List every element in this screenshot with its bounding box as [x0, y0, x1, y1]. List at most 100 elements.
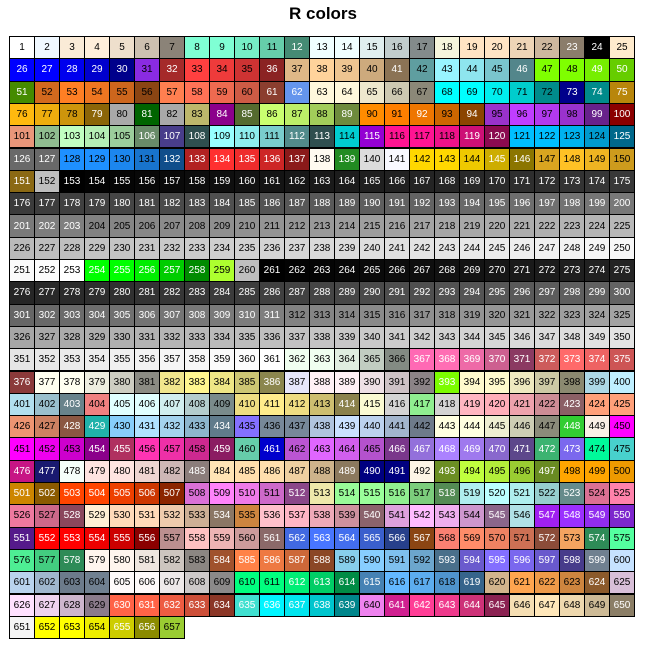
color-cell: 461 — [259, 437, 285, 461]
color-cell: 628 — [59, 593, 85, 617]
color-cell: 644 — [459, 593, 485, 617]
color-cell: 58 — [184, 80, 210, 104]
color-cell: 298 — [559, 281, 585, 305]
color-cell: 480 — [109, 459, 135, 483]
color-cell: 3 — [59, 36, 85, 60]
color-cell: 406 — [134, 392, 160, 417]
color-cell: 185 — [234, 192, 260, 216]
color-cell: 376 — [9, 370, 35, 394]
color-cell: 347 — [534, 325, 560, 350]
color-cell: 387 — [284, 370, 310, 394]
color-cell: 110 — [234, 125, 260, 149]
color-cell: 258 — [184, 259, 210, 283]
color-cell: 199 — [584, 192, 610, 216]
color-cell: 608 — [184, 571, 210, 595]
color-cell: 333 — [184, 325, 210, 350]
color-cell: 322 — [534, 303, 560, 327]
color-cell: 50 — [609, 58, 635, 82]
color-cell: 417 — [409, 392, 435, 417]
color-cell: 44 — [459, 58, 485, 82]
color-cell: 205 — [109, 214, 135, 238]
color-cell: 234 — [209, 236, 235, 260]
color-grid: 1 2 3 4 5 6 7 8 9 10 11 12 13 14 15 16 17 18 19 20 21 22 23 24 2… — [9, 36, 635, 640]
color-cell: 385 — [234, 370, 260, 394]
color-cell: 647 — [534, 593, 560, 617]
color-cell: 294 — [459, 281, 485, 305]
color-cell: 435 — [234, 415, 260, 439]
color-cell: 155 — [109, 169, 135, 194]
color-cell: 531 — [134, 504, 160, 528]
color-cell: 476 — [9, 459, 35, 483]
color-cell: 334 — [209, 325, 235, 350]
color-cell: 586 — [259, 548, 285, 573]
color-cell: 195 — [484, 192, 510, 216]
color-cell: 436 — [259, 415, 285, 439]
color-cell: 600 — [609, 548, 635, 573]
color-cell: 485 — [234, 459, 260, 483]
color-cell: 200 — [609, 192, 635, 216]
color-cell: 122 — [534, 125, 560, 149]
color-cell: 92 — [409, 102, 435, 127]
color-cell: 587 — [284, 548, 310, 573]
color-cell: 362 — [284, 348, 310, 372]
color-cell: 96 — [509, 102, 535, 127]
color-cell: 277 — [34, 281, 60, 305]
color-cell: 292 — [409, 281, 435, 305]
color-cell: 588 — [309, 548, 335, 573]
color-cell: 193 — [434, 192, 460, 216]
color-cell: 640 — [359, 593, 385, 617]
color-cell: 502 — [34, 482, 60, 506]
color-cell: 479 — [84, 459, 110, 483]
color-cell: 74 — [584, 80, 610, 104]
color-cell: 203 — [59, 214, 85, 238]
color-cell: 90 — [359, 102, 385, 127]
color-cell: 466 — [384, 437, 410, 461]
color-cell: 302 — [34, 303, 60, 327]
color-cell: 206 — [134, 214, 160, 238]
color-cell: 276 — [9, 281, 35, 305]
color-cell: 503 — [59, 482, 85, 506]
color-cell: 116 — [384, 125, 410, 149]
color-cell: 354 — [84, 348, 110, 372]
chart-title: R colors — [288, 4, 358, 23]
color-cell: 371 — [509, 348, 535, 372]
color-cell: 107 — [159, 125, 185, 149]
color-cell: 37 — [284, 58, 310, 82]
color-cell: 296 — [509, 281, 535, 305]
color-cell: 368 — [434, 348, 460, 372]
color-cell: 15 — [359, 36, 385, 60]
color-cell: 25 — [609, 36, 635, 60]
color-cell: 179 — [84, 192, 110, 216]
color-cell: 494 — [459, 459, 485, 483]
color-cell: 651 — [9, 615, 35, 640]
color-cell: 440 — [359, 415, 385, 439]
color-cell: 142 — [409, 147, 435, 171]
color-cell: 517 — [409, 482, 435, 506]
color-cell: 619 — [459, 571, 485, 595]
color-cell: 71 — [509, 80, 535, 104]
color-cell: 415 — [359, 392, 385, 417]
color-cell: 474 — [584, 437, 610, 461]
color-cell: 392 — [409, 370, 435, 394]
color-cell: 453 — [59, 437, 85, 461]
color-cell: 165 — [359, 169, 385, 194]
color-cell: 82 — [159, 102, 185, 127]
color-cell: 222 — [534, 214, 560, 238]
color-cell: 402 — [34, 392, 60, 417]
color-cell: 52 — [34, 80, 60, 104]
color-cell: 11 — [259, 36, 285, 60]
color-cell: 177 — [34, 192, 60, 216]
color-cell: 131 — [134, 147, 160, 171]
color-cell: 331 — [134, 325, 160, 350]
color-cell: 610 — [234, 571, 260, 595]
color-cell: 143 — [434, 147, 460, 171]
color-cell: 128 — [59, 147, 85, 171]
color-cell: 319 — [459, 303, 485, 327]
color-cell: 273 — [559, 259, 585, 283]
color-cell: 489 — [334, 459, 360, 483]
color-cell: 491 — [384, 459, 410, 483]
color-cell: 418 — [434, 392, 460, 417]
color-cell: 401 — [9, 392, 35, 417]
color-cell: 419 — [459, 392, 485, 417]
color-cell: 313 — [309, 303, 335, 327]
